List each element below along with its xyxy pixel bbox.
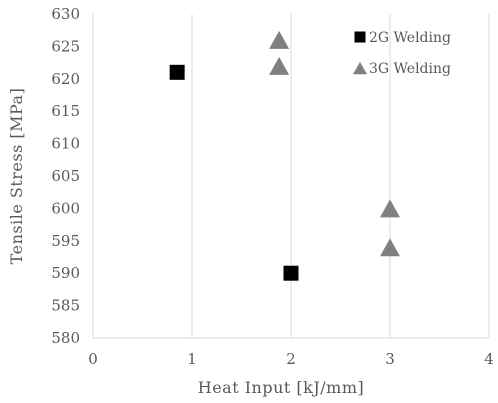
y-tick-label: 600 (51, 199, 80, 217)
y-tick-label: 610 (51, 135, 80, 153)
x-tick-label: 2 (286, 350, 296, 368)
data-point-triangle (269, 56, 290, 75)
y-tick-label: 585 (51, 297, 80, 315)
y-tick-label: 630 (51, 5, 80, 23)
y-tick-label: 615 (51, 102, 80, 120)
data-point-square (169, 64, 185, 80)
gridlines (92, 14, 490, 338)
x-tick-label: 4 (484, 350, 494, 368)
x-tick-label: 3 (385, 350, 395, 368)
tick-labels: 0 1 2 3 4 580 585 590 595 600 605 610 615 620 625 630 (51, 5, 493, 368)
data-point-triangle (380, 238, 400, 257)
x-tick-label: 0 (88, 350, 98, 368)
legend-marker-triangle (353, 61, 367, 75)
legend: 2G Welding 3G Welding (353, 30, 451, 77)
data-point-square (283, 265, 299, 281)
x-tick-label: 1 (187, 350, 197, 368)
y-tick-label: 590 (51, 264, 80, 282)
y-tick-label: 605 (51, 167, 80, 185)
legend-label: 3G Welding (369, 61, 451, 77)
x-axis-title: Heat Input [kJ/mm] (198, 378, 365, 397)
data-points (169, 30, 400, 281)
legend-marker-square (354, 31, 366, 43)
y-tick-label: 580 (51, 329, 80, 347)
y-tick-label: 625 (51, 37, 80, 55)
y-tick-label: 620 (51, 70, 80, 88)
legend-label: 2G Welding (369, 30, 451, 46)
data-point-triangle (380, 199, 400, 218)
y-axis-title: Tensile Stress [MPa] (7, 88, 26, 265)
data-point-triangle (269, 30, 290, 49)
y-tick-label: 595 (51, 232, 80, 250)
